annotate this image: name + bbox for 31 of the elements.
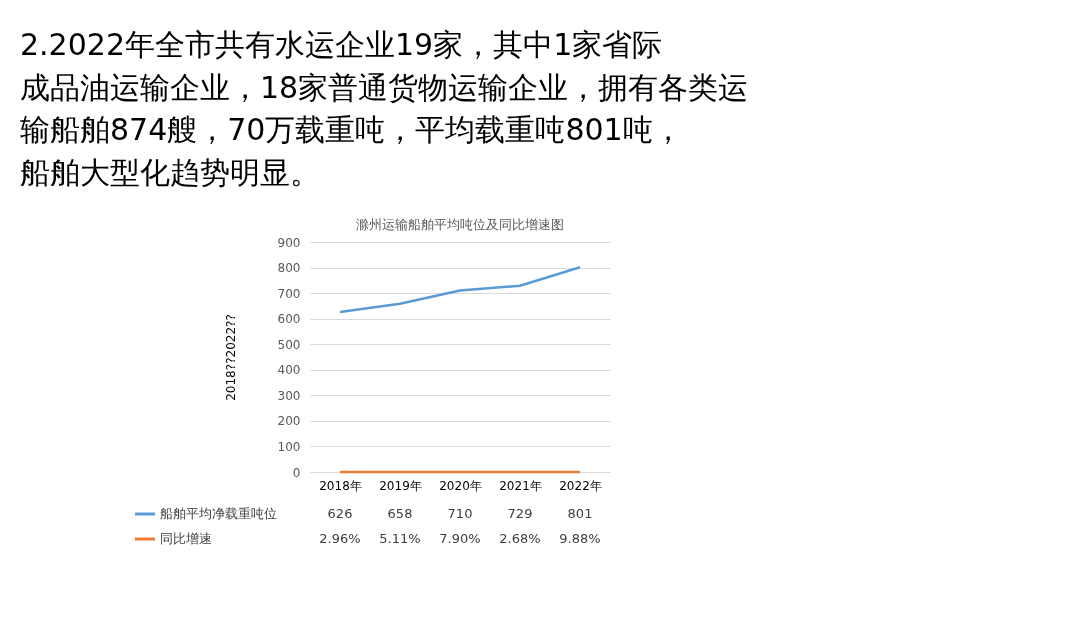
y-tick-label: 100 [277, 439, 301, 454]
data-label: 2.96% [319, 531, 361, 546]
y-tick-label: 300 [277, 388, 301, 403]
data-label: 5.11% [379, 531, 421, 546]
data-label: 658 [387, 506, 413, 521]
x-tick-label: 2022年 [559, 478, 602, 493]
x-tick-label: 2019年 [379, 478, 422, 493]
x-tick-label: 2018年 [319, 478, 362, 493]
y-tick-label: 800 [277, 261, 301, 276]
data-label: 626 [327, 506, 353, 521]
y-tick-label: 700 [277, 286, 301, 301]
y-axis-title: 2018??2022?? [223, 314, 238, 401]
y-tick-label: 200 [277, 414, 301, 429]
y-tick-label: 900 [277, 235, 301, 250]
data-label: 2.68% [499, 531, 541, 546]
x-tick-label: 2021年 [499, 478, 542, 493]
data-label: 801 [567, 506, 593, 521]
legend-label: 同比增速 [160, 531, 212, 546]
x-tick-label: 2020年 [439, 478, 482, 493]
data-label: 9.88% [559, 531, 601, 546]
legend-label: 船舶平均净载重吨位 [160, 506, 277, 521]
data-label: 729 [507, 506, 533, 521]
y-tick-label: 0 [292, 465, 301, 480]
data-label: 7.90% [439, 531, 481, 546]
text: 2.2022年全市共有水运企业19家，其中1家省际成品油运输企业，18家普通货物运输企业，拥有各类运输船舶874艘，70万载重吨，平均载重吨801吨，船舶大型化趋势明显。 [20, 27, 749, 190]
y-tick-label: 500 [277, 337, 301, 352]
y-tick-label: 600 [277, 312, 301, 327]
y-tick-label: 400 [277, 363, 301, 378]
chart-title: 滁州运输船舶平均吨位及同比增速图 [356, 217, 564, 232]
data-label: 710 [447, 506, 473, 521]
line-series [338, 266, 582, 314]
